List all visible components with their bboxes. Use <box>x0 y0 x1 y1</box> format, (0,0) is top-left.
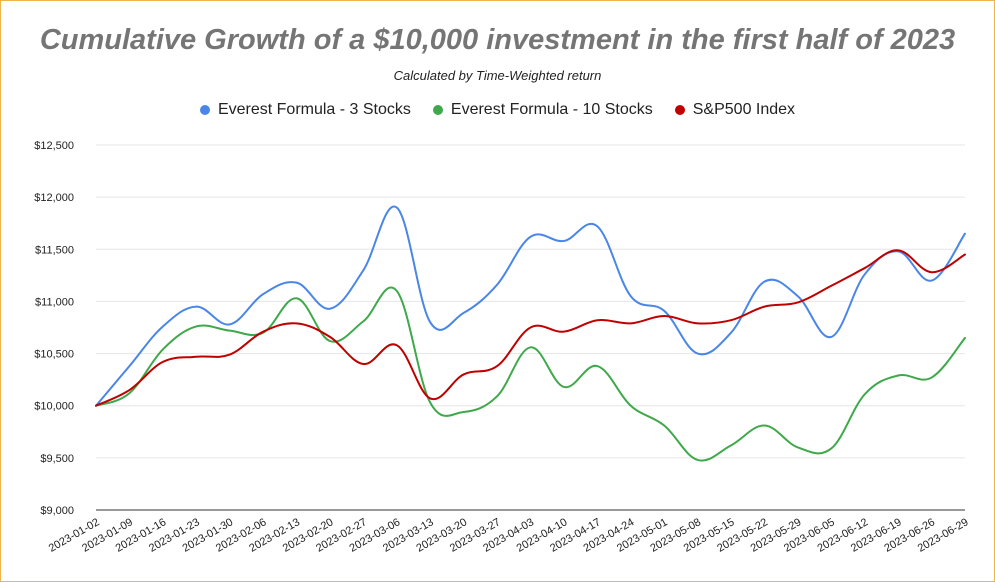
legend-swatch-10-stocks <box>432 105 443 115</box>
y-tick-label: $10,500 <box>34 349 74 361</box>
y-tick-label: $10,000 <box>34 401 74 413</box>
y-tick-label: $11,500 <box>35 244 74 256</box>
legend-label-10-stocks: Everest Formula - 10 Stocks <box>450 101 653 118</box>
legend-item-sp500[interactable]: S&P500 Index <box>674 101 796 119</box>
legend-label-sp500: S&P500 Index <box>692 101 796 118</box>
legend-item-10-stocks[interactable]: Everest Formula - 10 Stocks <box>432 101 653 119</box>
legend-item-3-stocks[interactable]: Everest Formula - 3 Stocks <box>199 101 411 119</box>
y-tick-label: $11,000 <box>35 296 74 308</box>
legend-label-3-stocks: Everest Formula - 3 Stocks <box>217 101 411 118</box>
series-line-sp500[interactable] <box>95 249 966 407</box>
y-tick-label: $9,500 <box>40 453 74 465</box>
y-tick-label: $12,500 <box>34 140 74 152</box>
y-tick-label: $12,000 <box>34 192 74 204</box>
chart-legend: Everest Formula - 3 Stocks Everest Formu… <box>0 101 995 119</box>
legend-swatch-3-stocks <box>199 105 210 115</box>
series-line-3-stocks[interactable] <box>95 205 966 407</box>
y-tick-label: $9,000 <box>40 505 74 517</box>
chart-subtitle: Calculated by Time-Weighted return <box>393 68 602 83</box>
series-line-10-stocks[interactable] <box>95 286 966 462</box>
grid-layer <box>96 144 965 511</box>
axis-layer: $9,000 $9,500 $10,000 $10,500 $11,000 $11,500… <box>34 140 970 555</box>
series-layer <box>95 205 966 462</box>
chart-title: Cumulative Growth of a $10,000 investmen… <box>39 24 956 56</box>
legend-swatch-sp500 <box>674 105 685 115</box>
